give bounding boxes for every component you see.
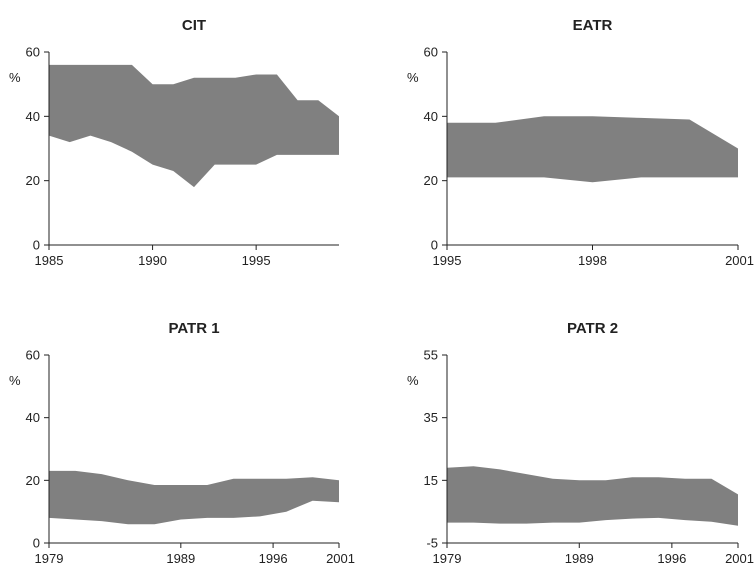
x-tick-label: 1995 <box>242 253 271 268</box>
x-tick-label: 2001 <box>725 551 754 566</box>
y-tick-label: 60 <box>26 348 40 363</box>
y-axis-unit: % <box>9 70 21 85</box>
y-tick-label: 60 <box>26 45 40 60</box>
x-tick-label: 1979 <box>35 551 64 566</box>
y-axis-unit: % <box>9 373 21 388</box>
x-tick-label: 1998 <box>578 253 607 268</box>
range-band <box>447 116 738 183</box>
y-tick-label: 20 <box>26 473 40 488</box>
chart-panel-4: PATR 2 -5 15 35 55% 1979 1989 1996 2001 <box>407 320 754 566</box>
y-tick-label: 0 <box>33 238 40 253</box>
y-tick-label: 15 <box>424 473 438 488</box>
x-tick-label: 2001 <box>326 551 355 566</box>
y-tick-label: 35 <box>424 410 438 425</box>
y-tick-label: 0 <box>431 238 438 253</box>
chart-panel-1: CIT 0 20 40 60% 1985 1990 1995 <box>9 17 339 268</box>
chart-title: EATR <box>573 17 613 34</box>
chart-panel-2: EATR 0 20 40 60% 1995 1998 2001 <box>407 17 754 268</box>
y-tick-label: 55 <box>424 348 438 363</box>
chart-title: PATR 1 <box>168 320 219 337</box>
chart-panel-3: PATR 1 0 20 40 60% 1979 1989 1996 2001 <box>9 320 355 566</box>
y-tick-label: 40 <box>26 410 40 425</box>
x-tick-label: 1979 <box>433 551 462 566</box>
chart-title: CIT <box>182 17 206 34</box>
x-tick-label: 1989 <box>565 551 594 566</box>
range-band <box>49 64 339 188</box>
y-axis-unit: % <box>407 70 419 85</box>
y-tick-label: 40 <box>424 109 438 124</box>
x-tick-label: 1985 <box>35 253 64 268</box>
range-band <box>49 470 339 525</box>
x-tick-label: 1996 <box>657 551 686 566</box>
x-tick-label: 1995 <box>433 253 462 268</box>
range-band <box>447 466 738 526</box>
y-axis-unit: % <box>407 373 419 388</box>
y-tick-label: 60 <box>424 45 438 60</box>
x-tick-label: 1990 <box>138 253 167 268</box>
x-tick-label: 1989 <box>166 551 195 566</box>
y-tick-label: 40 <box>26 109 40 124</box>
y-tick-label: 20 <box>424 173 438 188</box>
x-tick-label: 1996 <box>259 551 288 566</box>
y-tick-label: 0 <box>33 536 40 551</box>
chart-title: PATR 2 <box>567 320 618 337</box>
x-tick-label: 2001 <box>725 253 754 268</box>
y-tick-label: -5 <box>426 536 438 551</box>
y-tick-label: 20 <box>26 173 40 188</box>
